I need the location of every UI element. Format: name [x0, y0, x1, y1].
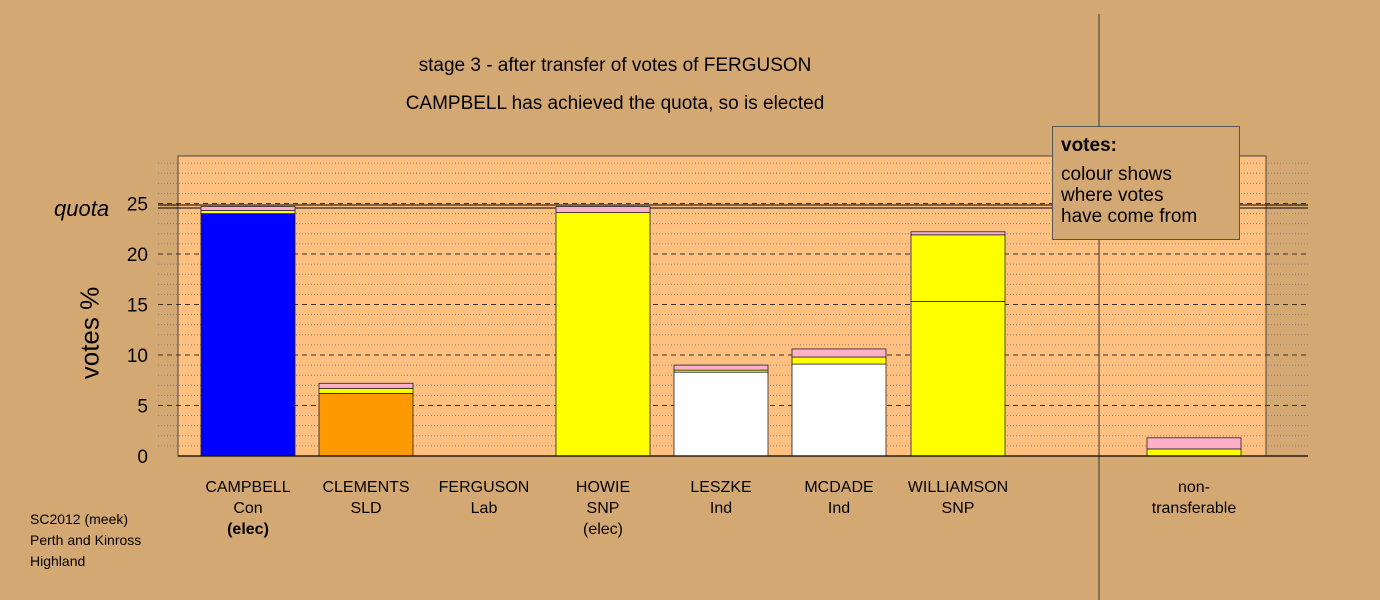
- bar-segment: [910, 301, 1006, 457]
- candidate-name: MCDADE: [804, 479, 874, 496]
- bar-segment: [1146, 437, 1242, 450]
- y-tick-label: 25: [127, 195, 148, 216]
- legend-box: votes: colour shows where votes have com…: [1052, 126, 1240, 240]
- elected-note: (elec): [582, 521, 623, 538]
- bar-segment: [555, 212, 651, 457]
- candidate-party: Con: [233, 500, 263, 517]
- candidate-label: WILLIAMSON SNP: [898, 477, 1018, 519]
- candidate-label: MCDADE Ind: [779, 477, 899, 519]
- candidate-name: FERGUSON: [438, 479, 530, 496]
- y-tick-label: 20: [127, 245, 148, 266]
- candidate-label: FERGUSON Lab: [424, 477, 544, 519]
- legend-line: colour shows: [1061, 164, 1172, 185]
- chart-subtitle: CAMPBELL has achieved the quota, so is e…: [405, 93, 825, 114]
- candidate-name: CLEMENTS: [322, 479, 410, 496]
- y-tick-label: 5: [137, 397, 148, 418]
- legend-line: have come from: [1061, 206, 1198, 227]
- candidate-label: CAMPBELL Con (elec): [188, 477, 308, 540]
- y-tick-label: 10: [127, 346, 148, 367]
- legend-heading: votes:: [1061, 135, 1117, 156]
- candidate-party: Lab: [470, 500, 498, 517]
- candidate-label: HOWIE SNP (elec): [543, 477, 663, 540]
- bar-segment: [910, 231, 1006, 236]
- elected-note: (elec): [227, 521, 269, 538]
- candidate-name: LESZKE: [690, 479, 752, 496]
- candidate-party: Ind: [709, 500, 733, 517]
- bar-segment: [791, 356, 887, 365]
- bar-segment: [673, 364, 769, 371]
- candidate-label: CLEMENTS SLD: [306, 477, 426, 519]
- bar-segment: [910, 234, 1006, 302]
- candidate-party: SNP: [586, 500, 620, 517]
- bar-segment: [200, 206, 296, 211]
- y-tick-label: 15: [127, 296, 148, 317]
- chart-title: stage 3 - after transfer of votes of FER…: [418, 55, 812, 76]
- legend-line: where votes: [1061, 185, 1164, 206]
- candidate-party: transferable: [1151, 500, 1237, 517]
- y-axis-label: votes %: [74, 286, 105, 380]
- quota-label: quota: [54, 196, 110, 221]
- bar-segment: [791, 363, 887, 457]
- bar-segment: [318, 382, 414, 389]
- bar-segment: [791, 348, 887, 358]
- footer-area: Perth and Kinross: [30, 532, 142, 548]
- candidate-label: LESZKE Ind: [661, 477, 781, 519]
- y-tick-label: 0: [137, 447, 148, 468]
- bar-segment: [318, 387, 414, 394]
- footer-election: SC2012 (meek): [30, 511, 129, 527]
- bar-segment: [1146, 448, 1242, 457]
- bar-segment: [318, 392, 414, 457]
- bar-segment: [200, 210, 296, 215]
- candidate-name: HOWIE: [575, 479, 631, 496]
- bar-segment: [200, 213, 296, 457]
- candidate-label: non-transferable: [1134, 477, 1254, 519]
- bar-segment: [555, 206, 651, 213]
- candidate-name: non-: [1177, 479, 1211, 496]
- candidate-party: SNP: [941, 500, 975, 517]
- candidate-party: SLD: [350, 500, 382, 517]
- footer-region: Highland: [30, 553, 86, 569]
- candidate-party: Ind: [827, 500, 851, 517]
- candidate-name: CAMPBELL: [205, 479, 291, 496]
- candidate-name: WILLIAMSON: [907, 479, 1009, 496]
- bar-segment: [673, 371, 769, 457]
- footer-info: SC2012 (meek) Perth and Kinross Highland: [30, 509, 141, 572]
